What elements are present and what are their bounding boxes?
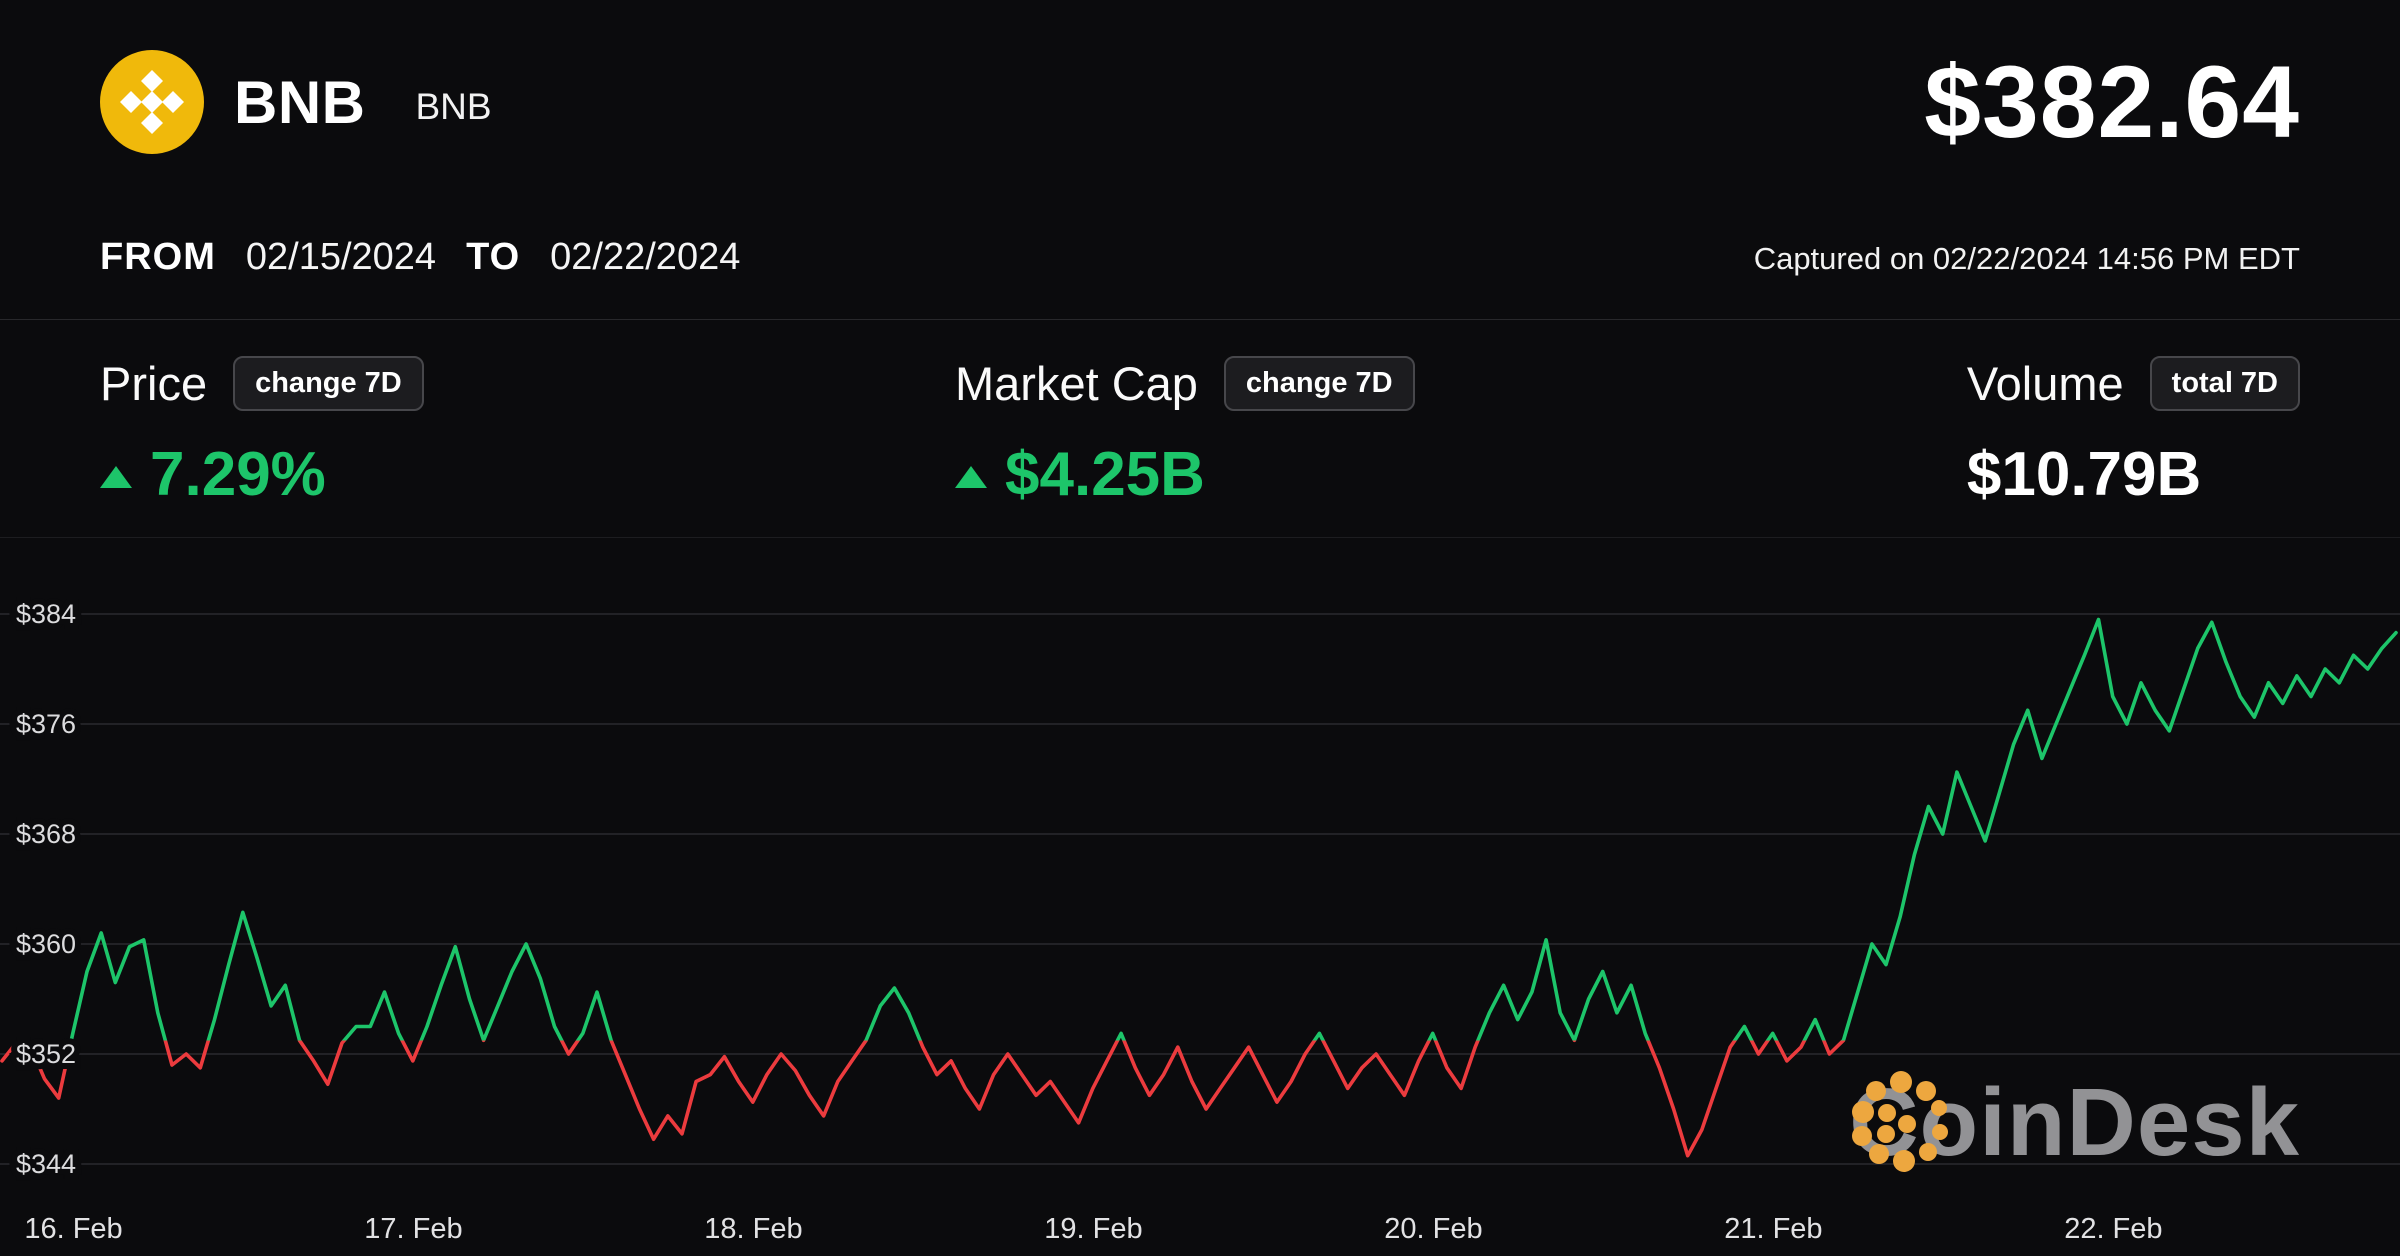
y-tick-label: $352 bbox=[16, 1039, 76, 1069]
stat-volume: Volume total 7D $10.79B bbox=[1967, 356, 2300, 510]
chart-area: $384 $376 $368 $360 $352 $344 16. Feb 17. Feb 1… bbox=[0, 538, 2400, 1256]
market-cap-stat-badge: change 7D bbox=[1223, 356, 1415, 411]
volume-stat-label: Volume bbox=[1966, 357, 2124, 410]
coindesk-logo-icon bbox=[1852, 1071, 1949, 1172]
y-tick-label: $360 bbox=[16, 929, 76, 959]
stat-price-change: Price change 7D 7.29% bbox=[100, 356, 424, 510]
header-bottom-row: FROM 02/15/2024 TO 02/22/2024 Captured o… bbox=[100, 236, 2300, 279]
date-range: FROM 02/15/2024 TO 02/22/2024 bbox=[100, 236, 740, 279]
volume-stat-badge: total 7D bbox=[2149, 356, 2300, 411]
coin-ticker: BNB bbox=[415, 86, 492, 127]
price-stat-label: Price bbox=[100, 357, 208, 410]
x-tick-label: 18. Feb bbox=[704, 1213, 802, 1245]
x-tick-label: 21. Feb bbox=[1724, 1213, 1822, 1245]
y-tick-label: $344 bbox=[16, 1149, 76, 1179]
captured-timestamp: Captured on 02/22/2024 14:56 PM EDT bbox=[1753, 241, 2300, 276]
y-tick-label: $384 bbox=[16, 599, 76, 629]
price-chart: $384$376$368$360$352$344 16. Feb 17. Feb 1… bbox=[0, 593, 2400, 1245]
stat-market-cap-change: Market Cap change 7D $4.25B bbox=[955, 356, 1415, 510]
market-cap-change-value: $4.25B bbox=[1005, 440, 1205, 509]
current-price: $382.64 bbox=[1924, 45, 2300, 159]
coin-identity: BNB BNB bbox=[100, 50, 492, 154]
to-label: TO bbox=[466, 236, 521, 278]
up-arrow-icon bbox=[100, 465, 132, 488]
y-tick-label: $368 bbox=[16, 819, 76, 849]
price-stat-badge: change 7D bbox=[233, 356, 424, 411]
x-tick-label: 22. Feb bbox=[2064, 1213, 2162, 1245]
up-arrow-icon bbox=[955, 465, 987, 488]
coin-name: BNB bbox=[234, 68, 366, 136]
volume-value: $10.79B bbox=[1966, 440, 2202, 509]
price-change-value: 7.29% bbox=[150, 440, 326, 509]
header: BNB BNB $382.64 FROM 02/15/2024 TO 02/22… bbox=[0, 0, 2400, 320]
bnb-logo-icon bbox=[100, 50, 204, 154]
gridlines bbox=[0, 613, 2400, 1165]
x-tick-label: 17. Feb bbox=[364, 1213, 462, 1245]
x-tick-label: 16. Feb bbox=[24, 1213, 122, 1245]
from-date: 02/15/2024 bbox=[245, 236, 437, 278]
x-tick-label: 20. Feb bbox=[1384, 1213, 1482, 1245]
y-tick-label: $376 bbox=[16, 709, 76, 739]
market-cap-stat-label: Market Cap bbox=[955, 357, 1198, 410]
from-label: FROM bbox=[100, 236, 216, 278]
coindesk-watermark: CoinDesk bbox=[1849, 1068, 2300, 1178]
to-date: 02/22/2024 bbox=[550, 236, 741, 278]
header-top-row: BNB BNB $382.64 bbox=[100, 50, 2300, 154]
x-tick-label: 19. Feb bbox=[1044, 1213, 1142, 1245]
price-line bbox=[0, 617, 2398, 1158]
x-axis-labels: 16. Feb 17. Feb 18. Feb 19. Feb 20. Feb 21. F… bbox=[24, 1213, 2162, 1245]
y-axis-labels: $384 $376 $368 $360 $352 $344 bbox=[10, 593, 82, 1185]
stats-bar: Price change 7D 7.29% Market Cap change … bbox=[0, 320, 2400, 538]
